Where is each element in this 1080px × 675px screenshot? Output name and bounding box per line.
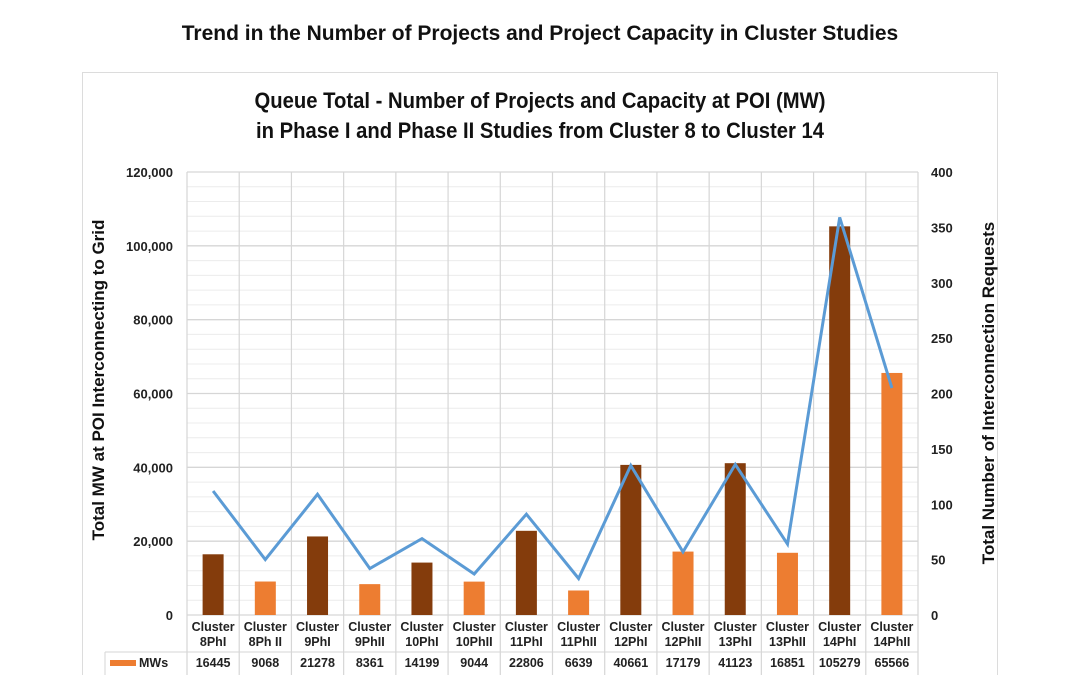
category-label: Cluster bbox=[505, 620, 548, 634]
bar-7 bbox=[568, 590, 590, 615]
right-tick-label: 150 bbox=[931, 442, 953, 457]
data-table-value: 40661 bbox=[613, 656, 648, 670]
bar-5 bbox=[463, 581, 485, 615]
left-tick-label: 100,000 bbox=[126, 239, 173, 254]
chart-title-line-1: Queue Total - Number of Projects and Cap… bbox=[254, 88, 826, 113]
category-label: 13PhII bbox=[769, 635, 806, 649]
category-label: Cluster bbox=[818, 620, 861, 634]
data-table-value: 41123 bbox=[718, 656, 752, 670]
requests-line bbox=[211, 216, 894, 582]
right-tick-label: 400 bbox=[931, 165, 953, 180]
left-tick-label: 0 bbox=[166, 608, 173, 623]
category-label: 10PhI bbox=[405, 635, 438, 649]
bar-3 bbox=[359, 584, 381, 615]
category-label: Cluster bbox=[192, 620, 235, 634]
category-label: Cluster bbox=[870, 620, 913, 634]
data-table-value: 8361 bbox=[356, 656, 384, 670]
right-tick-label: 350 bbox=[931, 220, 953, 235]
category-label: 14PhII bbox=[873, 635, 910, 649]
category-label: 11PhII bbox=[561, 635, 597, 649]
data-table-value: 14199 bbox=[405, 656, 440, 670]
category-label: Cluster bbox=[661, 620, 704, 634]
left-tick-label: 20,000 bbox=[133, 534, 173, 549]
data-table-value: 22806 bbox=[509, 656, 544, 670]
category-label: Cluster bbox=[609, 620, 652, 634]
legend-label-mws: MWs bbox=[139, 656, 168, 670]
left-tick-label: 120,000 bbox=[126, 165, 173, 180]
right-axis-ticks: 0 50 100 150 200 250 300 350 400 bbox=[931, 165, 953, 623]
data-table-value: 16445 bbox=[196, 656, 231, 670]
bar-2 bbox=[307, 536, 329, 615]
left-tick-label: 80,000 bbox=[133, 313, 173, 328]
page-title: Trend in the Number of Projects and Proj… bbox=[181, 22, 899, 45]
category-label: 9PhI bbox=[304, 635, 330, 649]
category-label: 12PhI bbox=[614, 635, 647, 649]
bar-4 bbox=[411, 562, 433, 615]
right-tick-label: 200 bbox=[931, 387, 953, 402]
category-label: Cluster bbox=[557, 620, 600, 634]
chart-title: Queue Total - Number of Projects and Cap… bbox=[119, 86, 962, 146]
category-label: 12PhII bbox=[665, 635, 702, 649]
right-tick-label: 50 bbox=[931, 553, 945, 568]
left-tick-label: 40,000 bbox=[133, 460, 173, 475]
bar-series bbox=[202, 226, 903, 615]
data-table-value: 9044 bbox=[460, 656, 488, 670]
data-table-value: 17179 bbox=[666, 656, 701, 670]
category-label: Cluster bbox=[244, 620, 287, 634]
category-label: Cluster bbox=[400, 620, 443, 634]
left-axis-title: Total MW at POI Interconnecting to Grid bbox=[89, 220, 108, 541]
line-series bbox=[211, 216, 894, 582]
bar-11 bbox=[776, 552, 798, 615]
category-label: 8Ph II bbox=[249, 635, 282, 649]
chart-title-line-2: in Phase I and Phase II Studies from Clu… bbox=[255, 118, 825, 143]
right-tick-label: 300 bbox=[931, 276, 953, 291]
category-label: 10PhII bbox=[456, 635, 493, 649]
bar-6 bbox=[515, 530, 537, 615]
right-tick-label: 0 bbox=[931, 608, 938, 623]
category-label: Cluster bbox=[714, 620, 757, 634]
bar-1 bbox=[254, 581, 276, 615]
category-label: 14PhI bbox=[823, 635, 856, 649]
category-label: Cluster bbox=[453, 620, 496, 634]
data-table-value: 105279 bbox=[819, 656, 861, 670]
right-tick-label: 100 bbox=[931, 497, 953, 512]
chart-frame bbox=[82, 72, 998, 675]
category-label: 11PhI bbox=[510, 635, 543, 649]
data-table-value: 9068 bbox=[251, 656, 279, 670]
bar-10 bbox=[724, 463, 746, 615]
category-label: Cluster bbox=[766, 620, 809, 634]
right-tick-label: 250 bbox=[931, 331, 953, 346]
bar-0 bbox=[202, 554, 224, 615]
category-label: 8PhI bbox=[200, 635, 226, 649]
data-table-value: 6639 bbox=[565, 656, 593, 670]
data-table-value: 16851 bbox=[770, 656, 805, 670]
left-axis-ticks: 0 20,000 40,000 60,000 80,000 100,000 120,000 bbox=[126, 165, 173, 623]
left-tick-label: 60,000 bbox=[133, 387, 173, 402]
bar-12 bbox=[829, 226, 851, 615]
legend-swatch-mws bbox=[110, 660, 136, 666]
right-axis-title: Total Number of Interconnection Requests bbox=[979, 222, 998, 565]
bar-13 bbox=[881, 372, 903, 615]
category-label: Cluster bbox=[296, 620, 339, 634]
bar-9 bbox=[672, 551, 694, 615]
category-label: 13PhI bbox=[719, 635, 752, 649]
bar-8 bbox=[620, 464, 642, 615]
category-label: Cluster bbox=[348, 620, 391, 634]
category-label: 9PhII bbox=[355, 635, 385, 649]
data-table-value: 21278 bbox=[300, 656, 335, 670]
data-table-value: 65566 bbox=[875, 656, 910, 670]
